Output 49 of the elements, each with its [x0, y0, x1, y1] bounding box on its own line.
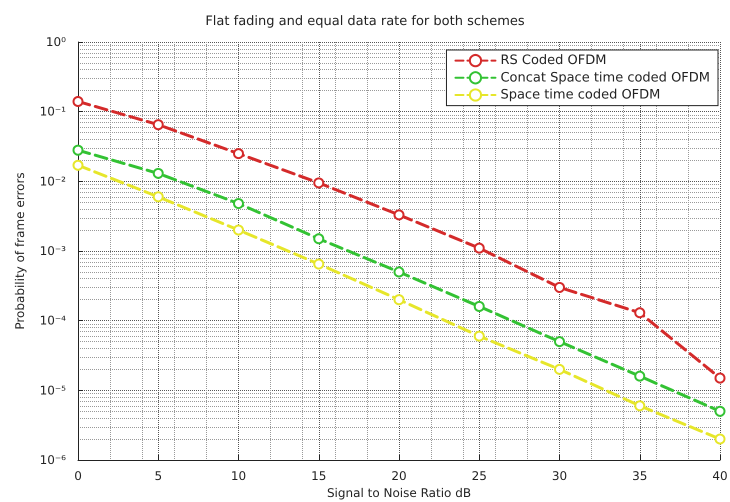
- legend-label: Concat Space time coded OFDM: [500, 70, 710, 86]
- point: [233, 148, 244, 160]
- legend-label: RS Coded OFDM: [500, 53, 606, 68]
- point: [313, 258, 324, 270]
- x-tick-label: 0: [74, 469, 82, 483]
- y-tick-label: 10⁻³: [40, 244, 66, 258]
- x-tick-label: 30: [552, 469, 568, 483]
- y-tick-label: 10⁰: [46, 35, 66, 49]
- chart-title: Flat fading and equal data rate for both schemes: [205, 14, 525, 29]
- point: [72, 160, 84, 171]
- point: [152, 191, 164, 202]
- x-tick-label: 10: [230, 469, 246, 483]
- x-tick-label: 15: [311, 469, 326, 483]
- point: [313, 233, 324, 244]
- x-tick-label: 40: [712, 469, 728, 483]
- point: [474, 300, 485, 312]
- y-tick-label: 10⁻⁴: [40, 314, 66, 328]
- point: [394, 209, 404, 220]
- point: [554, 336, 565, 348]
- point: [152, 119, 164, 130]
- y-tick-label: 10⁻²: [40, 174, 66, 188]
- point: [394, 294, 404, 306]
- point: [474, 330, 485, 342]
- x-tick-label: 25: [472, 469, 487, 483]
- y-axis-title: Probability of frame errors: [13, 172, 27, 330]
- legend-label: Space time coded OFDM: [500, 88, 660, 102]
- y-tick-label: 10⁻¹: [40, 104, 66, 119]
- point: [714, 434, 726, 445]
- point: [634, 307, 646, 318]
- point: [634, 370, 646, 382]
- point: [634, 400, 646, 412]
- y-tick-label: 10⁻⁶: [40, 453, 66, 467]
- point: [72, 144, 84, 156]
- x-tick-label: 35: [632, 469, 648, 483]
- x-tick-label: 5: [154, 469, 162, 483]
- point: [474, 242, 485, 254]
- point: [554, 282, 565, 293]
- point: [714, 406, 726, 417]
- point: [233, 198, 244, 210]
- y-tick-label: 10⁻⁵: [40, 383, 66, 398]
- point: [72, 96, 84, 107]
- x-axis-title: Signal to Noise Ratio dB: [326, 486, 472, 500]
- point: [394, 266, 404, 278]
- point: [313, 177, 324, 188]
- point: [233, 224, 244, 236]
- point: [714, 372, 726, 384]
- point: [152, 168, 164, 179]
- point: [554, 364, 565, 375]
- x-tick-label: 20: [391, 469, 407, 483]
